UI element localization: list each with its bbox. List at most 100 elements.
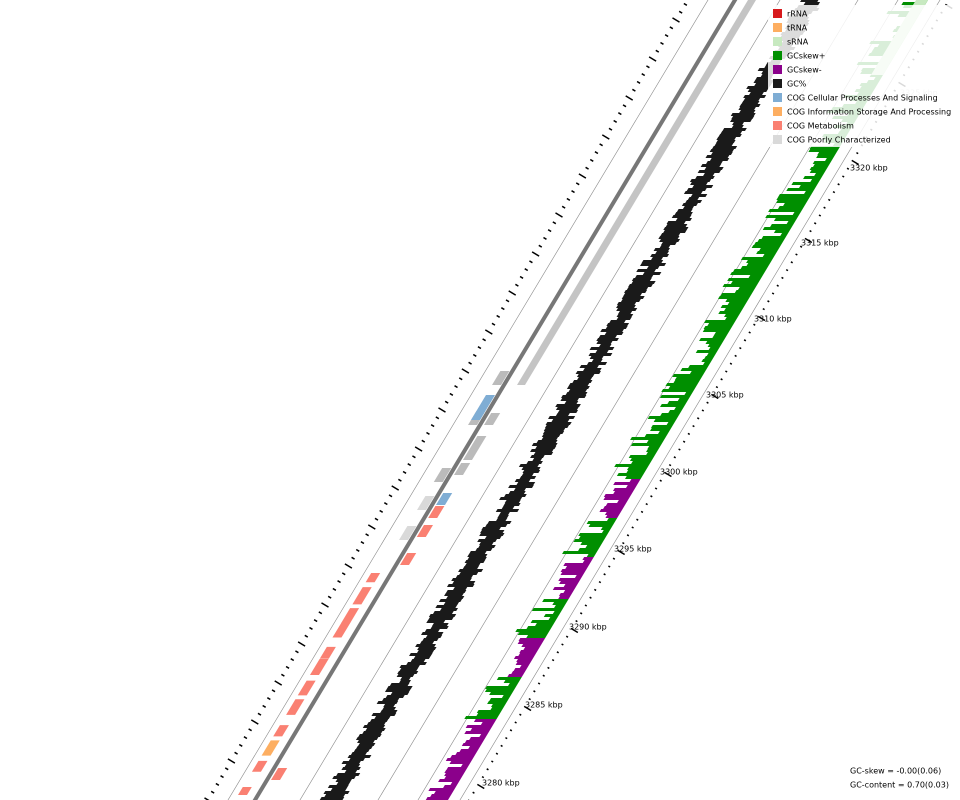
outer-tick [672, 17, 680, 23]
gene [261, 740, 280, 756]
gc-skew-bar [450, 782, 459, 785]
outer-tick [660, 41, 664, 45]
gc-skew-bar [438, 779, 461, 782]
inner-tick [542, 674, 545, 677]
gc-skew-bar [578, 536, 607, 539]
legend-label: COG Metabolism [787, 122, 854, 131]
gc-skew-bar [503, 680, 520, 683]
outer-tick [449, 392, 454, 396]
inner-tick [804, 237, 813, 244]
gene [433, 468, 452, 482]
gc-skew-bar [470, 728, 492, 731]
inner-tick [650, 495, 653, 498]
outer-tick [271, 689, 276, 693]
gene [492, 371, 510, 385]
inner-tick [687, 432, 691, 436]
gc-skew-bar [603, 506, 625, 509]
gc-content-bar [618, 311, 633, 314]
gc-skew-bar [809, 167, 828, 170]
outer-tick [444, 400, 449, 404]
gc-skew-bar [703, 326, 733, 329]
inner-tick [547, 666, 550, 670]
gc-content-bar [690, 194, 708, 197]
legend-swatch [773, 107, 782, 116]
gc-content-bar [714, 143, 734, 146]
gc-content-bar [399, 665, 420, 668]
gc-skew-bar [585, 545, 601, 548]
gc-content-bar [599, 344, 612, 347]
inner-tick [645, 502, 648, 506]
gc-skew-bar [444, 770, 466, 773]
gc-content-bar [568, 389, 588, 392]
tick-label: 3295 kbp [614, 545, 652, 554]
inner-tick [528, 697, 531, 701]
inner-tick [846, 167, 850, 170]
gc-skew-bar [599, 509, 623, 512]
gc-content-bar [636, 269, 657, 272]
inner-tick [720, 378, 723, 381]
gc-content-bar [722, 128, 747, 131]
tracks [204, 0, 953, 800]
outer-tick [360, 541, 365, 545]
inner-tick [748, 331, 751, 334]
gc-content-bar [716, 140, 736, 143]
outer-tick [608, 127, 613, 131]
gc-skew-bar [825, 158, 834, 161]
legend-label: GCskew+ [787, 52, 825, 61]
gc-skew-bar [625, 485, 637, 488]
gc-content-bar [344, 764, 361, 767]
inner-tick [533, 690, 536, 693]
gc-content-bar [686, 188, 707, 191]
legend-swatch [773, 93, 782, 102]
gene [365, 573, 381, 583]
gc-skew-bar [717, 296, 751, 299]
inner-tick [682, 440, 686, 443]
gc-content-bar [358, 743, 376, 746]
backbone [252, 0, 738, 800]
inner-tick [603, 573, 606, 576]
gc-content-bar [589, 347, 615, 350]
gc-content-bar [383, 704, 396, 707]
gc-content-bar [443, 602, 460, 605]
inner-tick [743, 339, 747, 342]
gene [309, 658, 329, 676]
gc-content-bar [575, 371, 601, 374]
gc-skew-bar [491, 704, 506, 707]
outer-tick [454, 385, 458, 389]
gc-content-bar [485, 524, 508, 527]
gc-content-bar [732, 122, 744, 125]
inner-tick [486, 768, 489, 771]
gc-skew-bar [559, 581, 580, 584]
gc-skew-bar [786, 188, 816, 191]
outer-tick [538, 244, 543, 248]
gc-skew-bar [469, 737, 486, 740]
gc-skew-bar [661, 389, 695, 392]
gc-skew-bar [614, 464, 650, 467]
gc-skew-bar [674, 377, 702, 380]
outer-tick [224, 767, 229, 771]
gc-content-bar [600, 329, 624, 332]
gc-skew-bar [616, 473, 645, 476]
gc-skew-bar [530, 620, 556, 623]
gc-skew-bar [756, 251, 778, 254]
outer-tick [461, 368, 470, 374]
gc-content-bar [595, 350, 609, 353]
gc-skew-bar [724, 317, 738, 320]
outer-tick [484, 329, 493, 335]
inner-tick [626, 534, 630, 537]
gc-skew-bar [450, 755, 475, 758]
inner-tick [668, 463, 672, 467]
gc-content-bar [641, 260, 664, 263]
gc-content-bar [384, 689, 411, 692]
inner-tick [481, 775, 485, 779]
outer-tick [458, 377, 463, 381]
gc-skew-bar [732, 269, 767, 272]
gc-content-bar [357, 740, 375, 743]
gc-content-bar [462, 566, 479, 569]
outer-tick [578, 173, 587, 179]
gc-content-bar [336, 773, 361, 776]
gc-content-bar [674, 212, 693, 215]
outer-tick [374, 517, 379, 521]
gc-skew-bar [630, 437, 666, 440]
gene [417, 496, 435, 510]
